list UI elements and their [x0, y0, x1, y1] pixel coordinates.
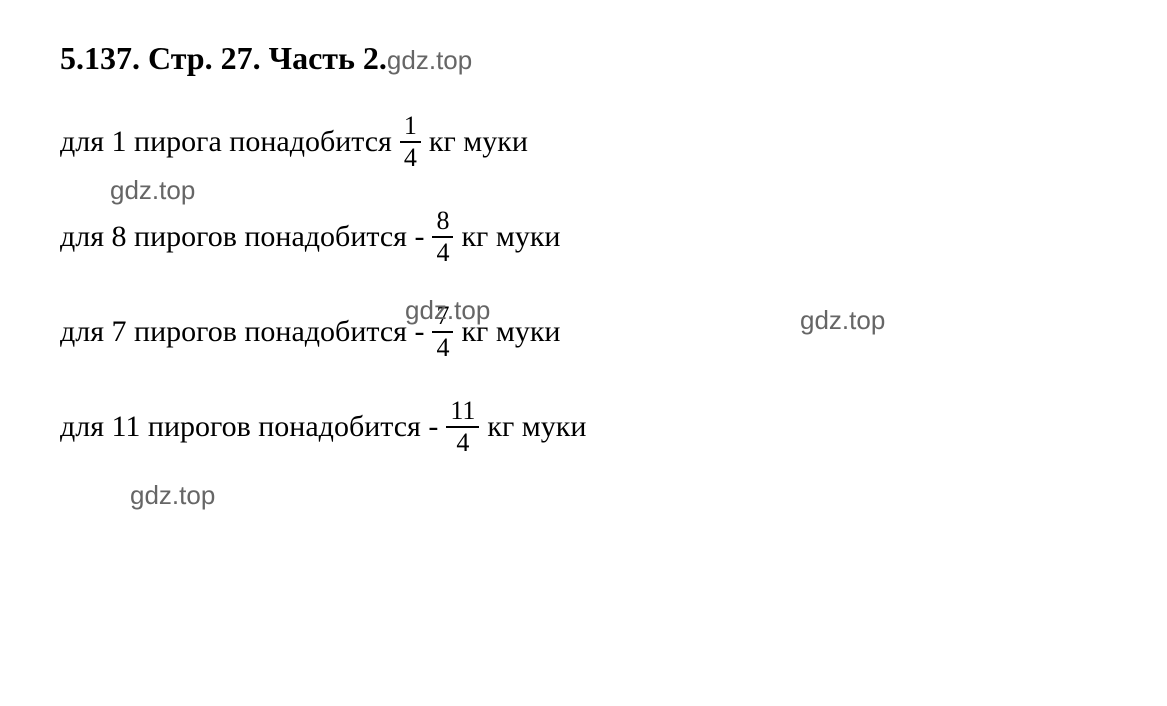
content-line-4: для 11 пирогов понадобится - 11 4 кг мук…: [60, 392, 1107, 462]
fraction-1: 1 4: [400, 113, 421, 171]
line-text-before: для 1 пирога понадобится: [60, 125, 392, 159]
line-text-after: кг муки: [461, 220, 560, 254]
page-heading: 5.137. Стр. 27. Часть 2.gdz.top: [60, 40, 1107, 77]
fraction-numerator: 8: [432, 208, 453, 238]
fraction-4: 11 4: [446, 398, 479, 456]
line-text-before: для 11 пирогов понадобится -: [60, 410, 438, 444]
watermark-text: gdz.top: [800, 305, 885, 336]
watermark-text: gdz.top: [405, 295, 490, 326]
line-text-after: кг муки: [429, 125, 528, 159]
fraction-denominator: 4: [432, 333, 453, 361]
line-text-before: для 7 пирогов понадобится -: [60, 315, 424, 349]
content-line-2: для 8 пирогов понадобится - 8 4 кг муки: [60, 202, 1107, 272]
content-line-1: для 1 пирога понадобится 1 4 кг муки: [60, 107, 1107, 177]
heading-watermark: gdz.top: [387, 45, 472, 75]
fraction-2: 8 4: [432, 208, 453, 266]
fraction-denominator: 4: [400, 143, 421, 171]
fraction-denominator: 4: [452, 428, 473, 456]
line-text-after: кг муки: [487, 410, 586, 444]
line-text-before: для 8 пирогов понадобится -: [60, 220, 424, 254]
fraction-numerator: 1: [400, 113, 421, 143]
heading-text: 5.137. Стр. 27. Часть 2.: [60, 40, 387, 76]
watermark-text: gdz.top: [130, 480, 215, 511]
watermark-text: gdz.top: [110, 175, 195, 206]
fraction-numerator: 11: [446, 398, 479, 428]
fraction-denominator: 4: [432, 238, 453, 266]
content-line-3: для 7 пирогов понадобится - 7 4 кг муки: [60, 297, 1107, 367]
